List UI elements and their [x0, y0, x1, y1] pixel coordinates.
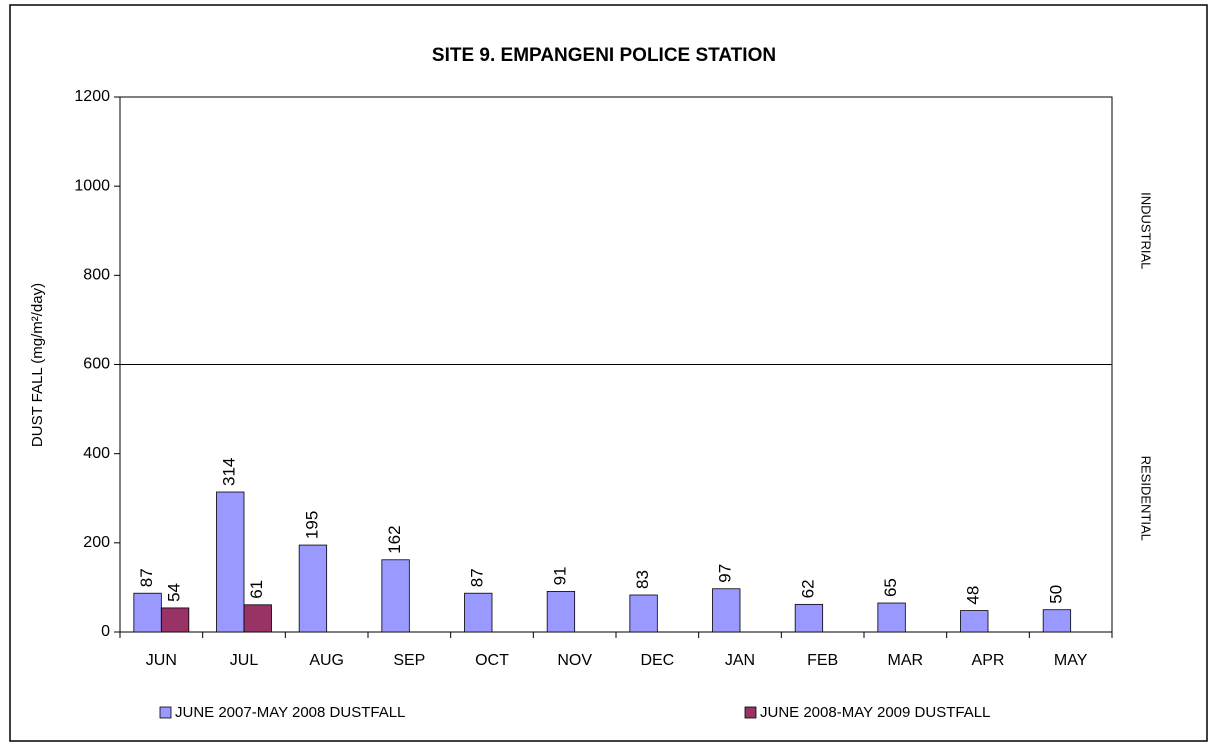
- bar: [133, 592, 162, 633]
- bar: [464, 592, 493, 633]
- bar: [298, 544, 328, 633]
- x-tick-label: JUN: [146, 652, 177, 669]
- data-label: 87: [137, 568, 156, 587]
- y-tick-label: 1200: [74, 88, 110, 105]
- zone-label: RESIDENTIAL: [1139, 456, 1154, 541]
- y-tick-label: 600: [83, 356, 110, 373]
- x-tick-label: AUG: [309, 652, 344, 669]
- x-tick-label: JUL: [230, 652, 259, 669]
- x-tick-label: SEP: [393, 652, 425, 669]
- x-tick-label: MAY: [1054, 652, 1088, 669]
- bar: [794, 603, 824, 633]
- bar: [546, 591, 576, 633]
- y-axis-label: DUST FALL (mg/m²/day): [29, 283, 46, 447]
- x-tick-label: MAR: [888, 652, 924, 669]
- bar: [960, 610, 989, 633]
- data-label: 83: [633, 570, 652, 589]
- data-label: 62: [798, 579, 817, 598]
- data-label: 65: [881, 578, 900, 597]
- data-label: 48: [964, 586, 983, 605]
- x-tick-label: OCT: [475, 652, 509, 669]
- y-tick-label: 200: [83, 534, 110, 551]
- chart-title: SITE 9. EMPANGENI POLICE STATION: [432, 45, 776, 66]
- data-label: 162: [385, 525, 404, 553]
- bar: [1042, 609, 1072, 633]
- y-tick-label: 0: [101, 623, 110, 640]
- y-tick-label: 400: [83, 445, 110, 462]
- legend-label: JUNE 2008-MAY 2009 DUSTFALL: [760, 704, 990, 721]
- x-tick-label: APR: [972, 652, 1005, 669]
- x-tick-label: NOV: [557, 652, 592, 669]
- x-tick-label: FEB: [807, 652, 838, 669]
- zone-label: INDUSTRIAL: [1139, 192, 1154, 269]
- data-label: 97: [716, 564, 735, 583]
- data-label: 314: [220, 458, 239, 486]
- bar: [160, 607, 190, 633]
- data-label: 54: [165, 583, 184, 602]
- data-label: 87: [468, 568, 487, 587]
- legend-swatch: [744, 706, 757, 719]
- x-tick-label: DEC: [640, 652, 674, 669]
- bar: [381, 559, 410, 633]
- y-tick-label: 800: [83, 267, 110, 284]
- legend-label: JUNE 2007-MAY 2008 DUSTFALL: [175, 704, 405, 721]
- data-label: 195: [302, 511, 321, 539]
- data-label: 61: [247, 580, 266, 599]
- bar: [243, 604, 272, 633]
- data-label: 91: [550, 567, 569, 586]
- bar: [216, 491, 245, 633]
- x-tick-label: JAN: [725, 652, 755, 669]
- legend-swatch: [159, 706, 172, 719]
- bar: [629, 594, 658, 633]
- bar: [712, 588, 741, 633]
- y-tick-label: 1000: [74, 177, 110, 194]
- chart-frame: [9, 4, 1208, 742]
- data-label: 50: [1046, 585, 1065, 604]
- bar: [877, 602, 906, 633]
